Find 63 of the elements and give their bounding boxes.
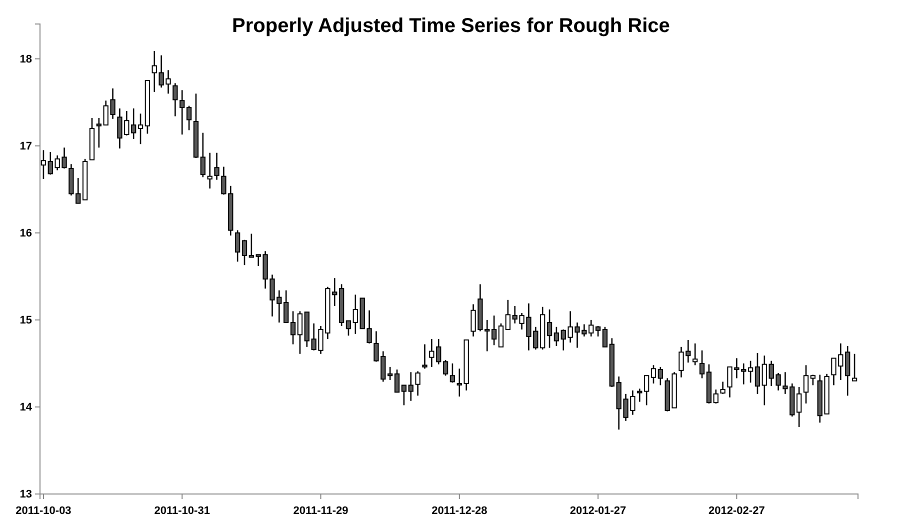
candlestick — [297, 310, 303, 355]
candlestick — [40, 150, 46, 180]
candlestick — [450, 362, 456, 384]
candlestick — [436, 338, 442, 365]
candlestick — [346, 320, 352, 336]
candlestick — [658, 366, 664, 386]
candlestick — [720, 381, 726, 395]
y-tick-label: 17 — [20, 140, 32, 152]
candlestick — [602, 326, 608, 348]
candlestick — [644, 374, 650, 406]
candlestick — [186, 105, 192, 131]
x-tick-label: 2011-10-03 — [16, 505, 72, 518]
candlestick — [138, 113, 144, 145]
candlestick — [180, 90, 185, 136]
candlestick — [595, 325, 601, 338]
candlestick — [650, 364, 656, 384]
candlestick — [796, 386, 802, 428]
candlestick — [234, 230, 240, 262]
x-tick-label: 2011-12-28 — [432, 505, 488, 518]
candlestick — [352, 294, 358, 334]
candlestick — [637, 388, 642, 402]
candlestick — [214, 152, 220, 180]
candlestick — [498, 322, 504, 348]
y-tick-label: 15 — [20, 314, 32, 326]
y-tick-label: 14 — [20, 401, 33, 414]
candlestick — [290, 310, 296, 345]
y-tick-label: 13 — [20, 488, 32, 501]
candlestick — [387, 366, 393, 381]
y-tick-label: 18 — [20, 53, 32, 66]
candlestick — [401, 384, 407, 406]
y-tick-label: 16 — [20, 227, 32, 240]
candlestick — [803, 364, 809, 404]
candlestick — [754, 352, 760, 395]
candlestick — [456, 368, 462, 398]
candlestick — [429, 338, 434, 368]
candlestick — [713, 388, 718, 404]
candlestick — [242, 239, 248, 266]
candlestick — [491, 314, 497, 346]
candlestick — [172, 82, 178, 117]
candlestick — [699, 350, 705, 379]
candlestick — [96, 117, 102, 148]
candlestick — [554, 326, 560, 347]
candlestick — [546, 308, 552, 348]
candlestick — [505, 299, 511, 330]
candlestick — [200, 132, 206, 178]
candlestick — [248, 233, 254, 258]
x-tick-label: 2011-10-31 — [154, 505, 210, 518]
chart-title: Properly Adjusted Time Series for Rough Rice — [232, 15, 670, 37]
x-tick-label: 2012-02-27 — [708, 505, 765, 518]
candlestick — [442, 359, 448, 376]
candlestick — [48, 151, 53, 176]
candlestick — [845, 345, 850, 396]
candlestick — [394, 368, 400, 393]
candlestick — [748, 360, 754, 384]
x-tick-label: 2012-01-27 — [570, 505, 626, 518]
candlestick — [762, 354, 767, 406]
candlestick — [131, 108, 136, 140]
candlestick — [422, 344, 428, 370]
candlestick — [692, 342, 698, 366]
candlestick — [852, 353, 858, 382]
x-tick-label: 2011-11-29 — [293, 505, 348, 518]
candlestick — [207, 152, 212, 190]
candlestick — [284, 290, 289, 324]
